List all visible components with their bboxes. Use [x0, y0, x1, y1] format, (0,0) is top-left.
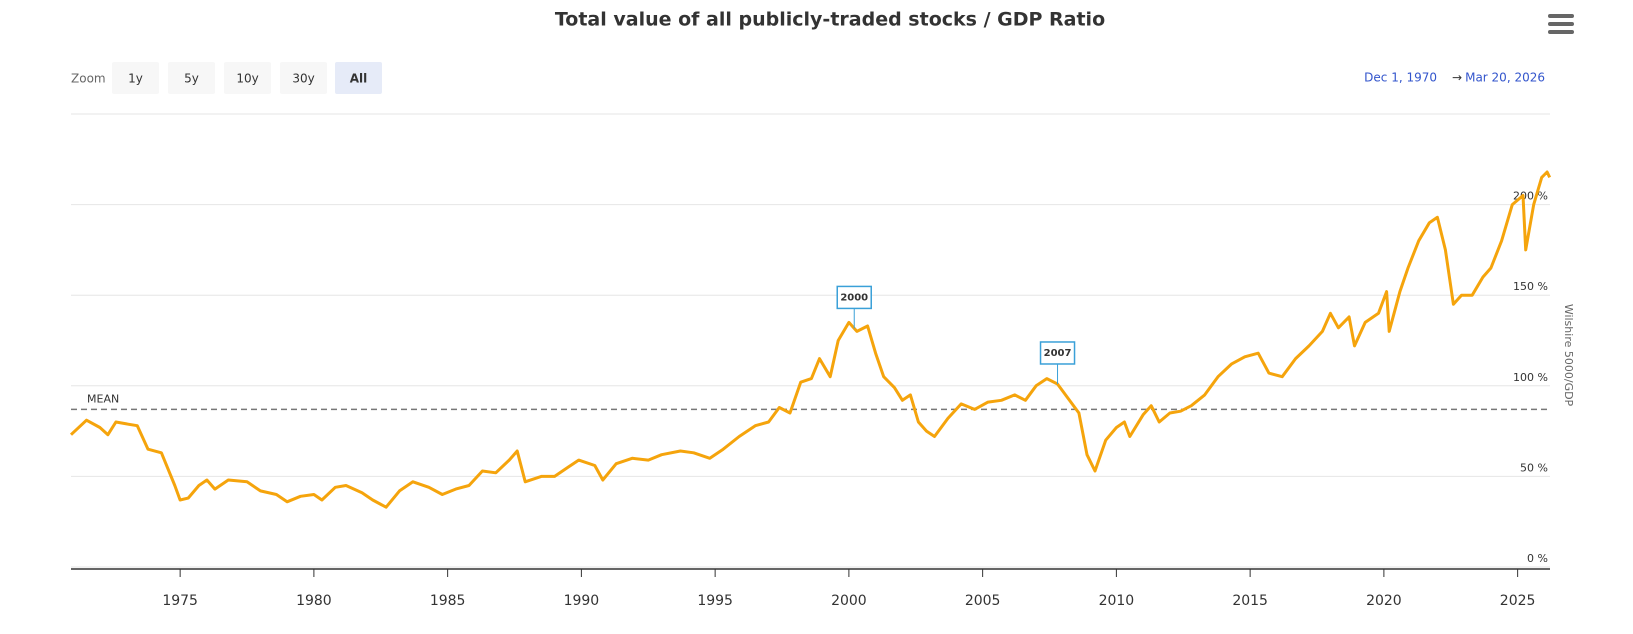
x-tick-label: 2015 — [1232, 593, 1268, 609]
mean-label: MEAN — [87, 392, 119, 405]
zoom-button[interactable]: 10y — [224, 62, 271, 94]
x-tick-label: 2010 — [1099, 593, 1135, 609]
x-tick-label: 2000 — [831, 593, 867, 609]
range-arrow: → — [1452, 71, 1462, 85]
zoom-button-label: 5y — [184, 72, 199, 86]
zoom-button-label: All — [350, 72, 368, 86]
zoom-button-bg — [335, 62, 382, 94]
zoom-button[interactable]: 5y — [168, 62, 215, 94]
zoom-button[interactable]: 1y — [112, 62, 159, 94]
series-line — [69, 170, 1552, 509]
y-tick-label: 50 % — [1520, 461, 1548, 474]
y-tick-label: 0 % — [1527, 552, 1548, 565]
zoom-button-bg — [112, 62, 159, 94]
x-tick-label: 1975 — [162, 593, 198, 609]
x-tick-label: 2005 — [965, 593, 1001, 609]
y-tick-label: 150 % — [1513, 280, 1548, 293]
x-tick-label: 1990 — [564, 593, 600, 609]
y-axis-title: Wilshire 5000/GDP — [1562, 304, 1575, 407]
flag-box — [836, 285, 872, 310]
range-to: Mar 20, 2026 — [1465, 71, 1545, 85]
menu-bar — [1548, 22, 1574, 26]
zoom-label: Zoom — [71, 72, 106, 86]
flag-label: 2000 — [840, 292, 868, 303]
range-from: Dec 1, 1970 — [1364, 71, 1437, 85]
zoom-button-label: 1y — [128, 72, 143, 86]
zoom-button[interactable]: All — [335, 62, 382, 94]
zoom-button[interactable]: 30y — [280, 62, 327, 94]
menu-bar — [1548, 14, 1574, 18]
x-tick-label: 1995 — [697, 593, 733, 609]
x-tick-label: 2020 — [1366, 593, 1402, 609]
zoom-button-bg — [224, 62, 271, 94]
zoom-button-bg — [168, 62, 215, 94]
menu-button[interactable] — [1548, 14, 1574, 34]
menu-bar — [1548, 30, 1574, 34]
x-tick-label: 2025 — [1500, 593, 1536, 609]
x-tick-label: 1985 — [430, 593, 466, 609]
flag-label: 2007 — [1044, 348, 1072, 359]
x-tick-label: 1980 — [296, 593, 332, 609]
y-tick-label: 100 % — [1513, 371, 1548, 384]
zoom-button-label: 10y — [236, 72, 258, 86]
zoom-button-bg — [280, 62, 327, 94]
flag-box — [1039, 341, 1076, 365]
zoom-button-label: 30y — [292, 72, 314, 86]
chart-title: Total value of all publicly-traded stock… — [555, 9, 1105, 31]
